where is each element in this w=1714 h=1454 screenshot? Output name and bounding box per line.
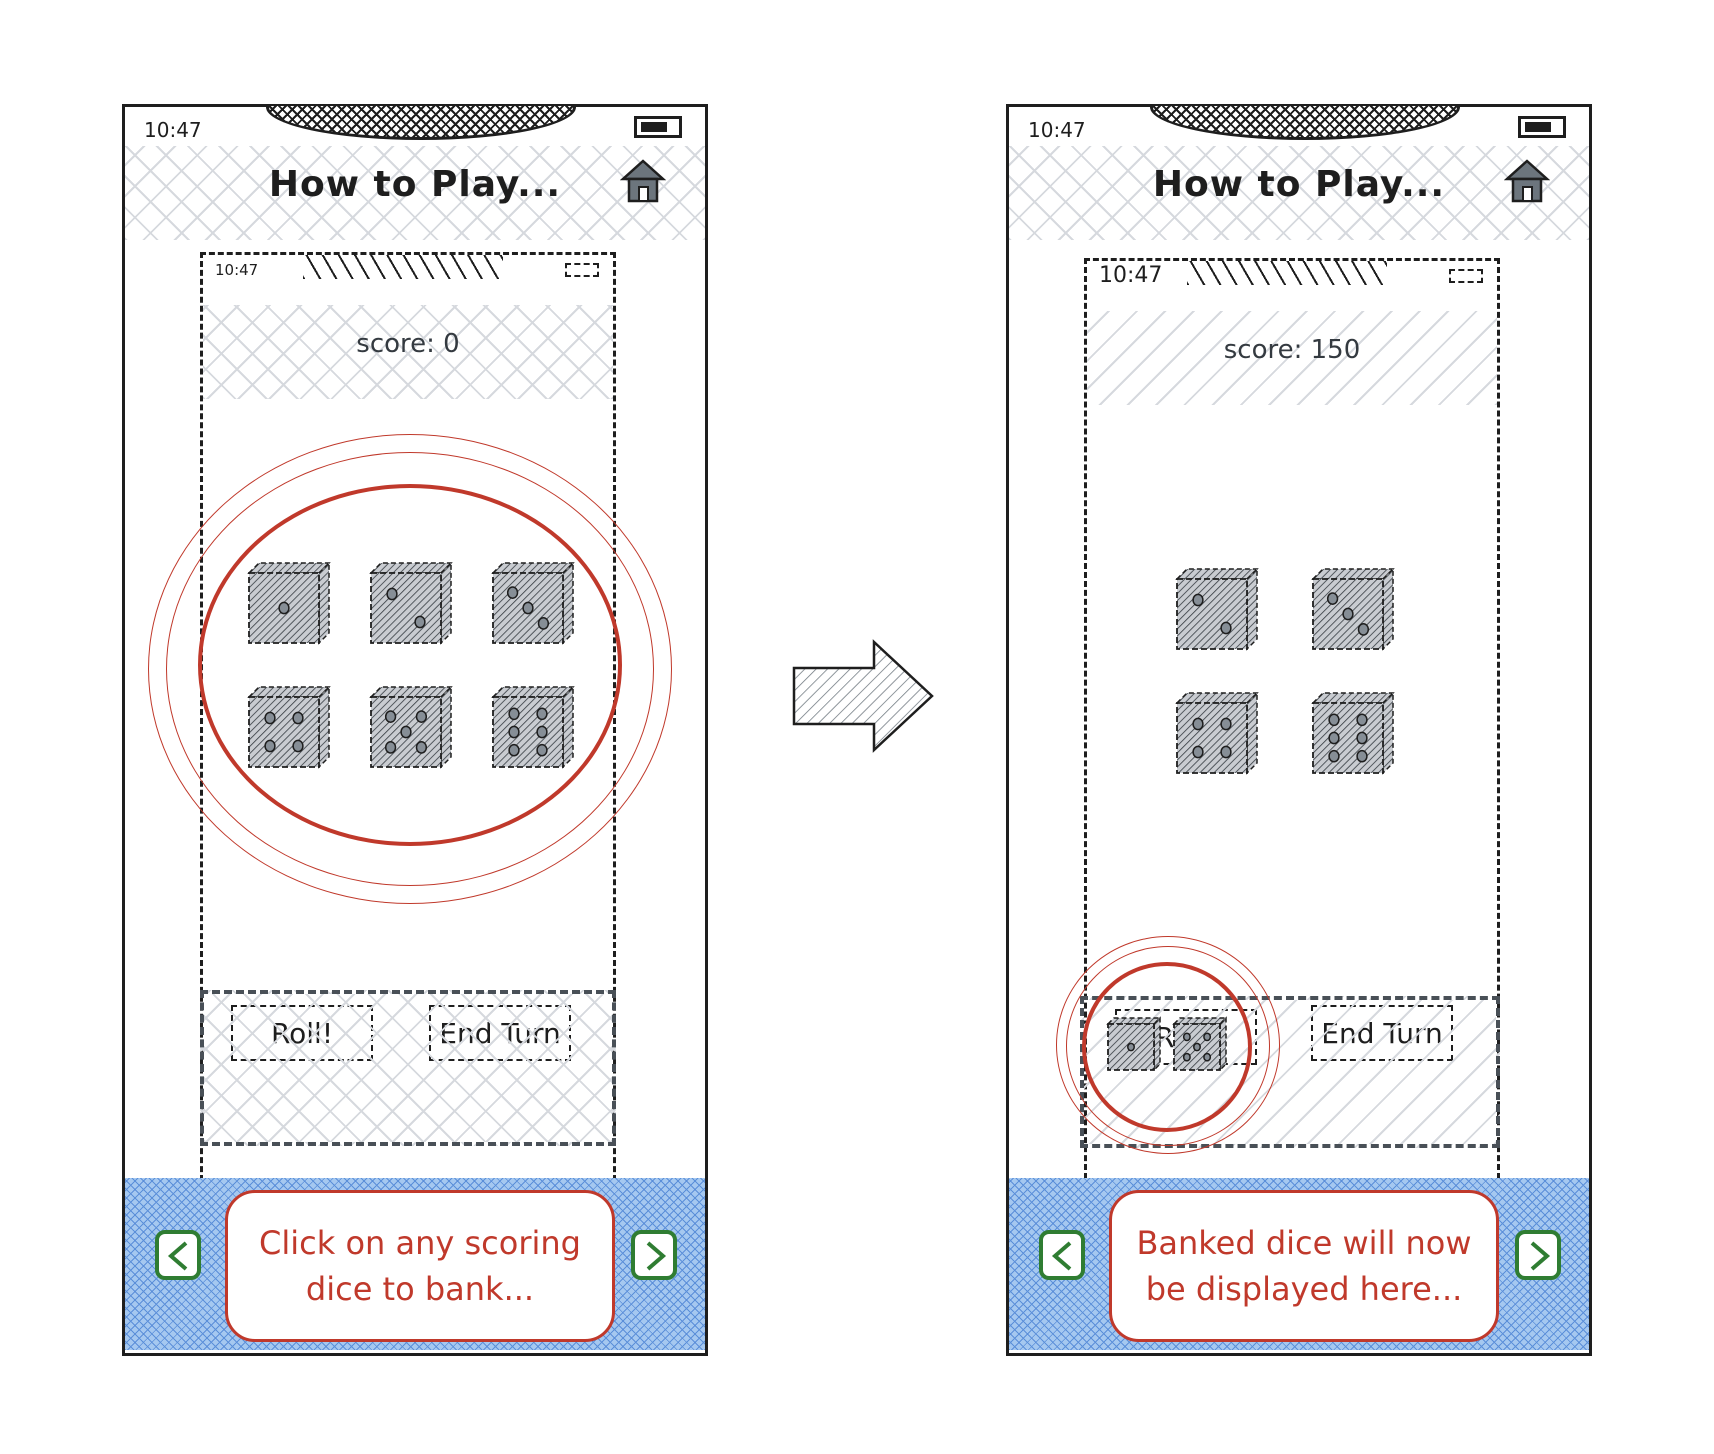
page-title: How to Play... (1152, 164, 1446, 205)
phone-screen-after: 10:47 How to Play... 10:47 score: 150 Ro… (1006, 104, 1592, 1356)
score-label: score: 0 (356, 329, 460, 359)
phone-notch (1150, 106, 1460, 140)
die-pip (1356, 731, 1368, 745)
die-2[interactable] (1175, 567, 1259, 655)
preview-clock: 10:47 (1099, 263, 1163, 288)
chevron-left-icon (1051, 1241, 1072, 1271)
chevron-right-icon (1530, 1241, 1551, 1271)
instruction-callout: Banked dice will now be displayed here..… (1109, 1190, 1499, 1342)
die-pip (1328, 749, 1340, 763)
die-pip (1192, 717, 1204, 731)
banked-dice-area (200, 990, 616, 1146)
page-title: How to Play... (268, 164, 562, 205)
preview-clock: 10:47 (215, 261, 259, 279)
die-pip (1220, 621, 1232, 635)
die-pip (1357, 623, 1370, 636)
preview-battery-icon (565, 263, 599, 277)
die-pip (1192, 745, 1204, 759)
die-face-icon (1311, 567, 1395, 651)
right-arrow-icon (792, 639, 934, 753)
instruction-callout: Click on any scoring dice to bank... (225, 1190, 615, 1342)
battery-icon (1518, 116, 1566, 138)
preview-notch (1187, 261, 1387, 285)
die-face-icon (1311, 691, 1395, 775)
next-button[interactable] (631, 1230, 677, 1280)
preview-notch (303, 255, 503, 279)
chevron-right-icon (646, 1241, 667, 1271)
phone-screen-before: 10:47 How to Play... 10:47 score: 0 Roll… (122, 104, 708, 1356)
next-button[interactable] (1515, 1230, 1561, 1280)
status-clock: 10:47 (1028, 118, 1086, 142)
score-bar (203, 305, 613, 399)
highlight-ring-outer (1056, 936, 1280, 1154)
prev-button[interactable] (155, 1230, 201, 1280)
die-face-icon (1175, 567, 1259, 651)
home-icon[interactable] (620, 158, 666, 204)
tutorial-footer: Click on any scoring dice to bank... (125, 1178, 705, 1350)
status-clock: 10:47 (144, 118, 202, 142)
score-bar (1087, 311, 1497, 405)
phone-notch (266, 106, 576, 140)
preview-battery-icon (1449, 269, 1483, 283)
die-pip (1356, 749, 1368, 763)
die-pip (1220, 717, 1232, 731)
highlight-ring-middle (166, 452, 654, 886)
battery-icon (634, 116, 682, 138)
die-pip (1342, 607, 1354, 621)
tutorial-footer: Banked dice will now be displayed here..… (1009, 1178, 1589, 1350)
highlight-ring-middle (1066, 946, 1270, 1146)
prev-button[interactable] (1039, 1230, 1085, 1280)
die-pip (1192, 593, 1204, 607)
die-pip (1326, 592, 1339, 605)
highlight-ring-outer (148, 434, 672, 904)
die-face-icon (1175, 691, 1259, 775)
die-pip (1328, 731, 1340, 745)
die-pip (1220, 745, 1232, 759)
die-pip (1356, 713, 1368, 727)
score-label: score: 150 (1223, 335, 1361, 365)
die-4[interactable] (1175, 691, 1259, 779)
chevron-left-icon (167, 1241, 188, 1271)
header-bar (125, 146, 705, 240)
die-3[interactable] (1311, 567, 1395, 655)
home-icon[interactable] (1504, 158, 1550, 204)
die-pip (1328, 713, 1340, 727)
die-6[interactable] (1311, 691, 1395, 779)
header-bar (1009, 146, 1589, 240)
